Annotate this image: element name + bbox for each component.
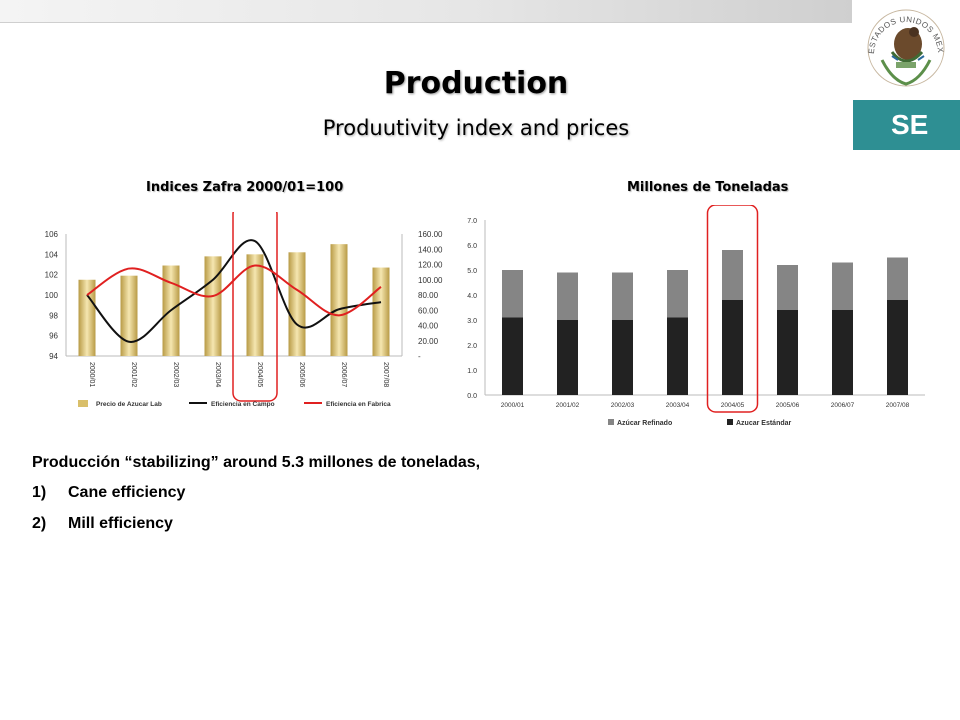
chart1-left-tick-label: 98 [49, 311, 58, 320]
chart2-bar-refinado [502, 270, 523, 318]
mexican-seal-logo: ESTADOS UNIDOS MEXICANOS [849, 0, 960, 100]
chart1-bar [120, 275, 138, 356]
chart2-bar-estandar [502, 317, 523, 395]
chart1-bar [204, 256, 222, 356]
chart1-line-fabrica [86, 264, 382, 317]
index-chart: 94 96 98 100 102 104 106 - 20.00 40.00 60.00 80.00 1… [45, 212, 443, 408]
chart1-x-tick-label: 2001/02 [130, 362, 137, 387]
chart1-right-tick-label: 40.00 [418, 322, 439, 331]
chart1-right-tick-label: 80.00 [418, 291, 439, 300]
chart1-bar [78, 279, 96, 356]
chart2-legend-label: Azúcar Refinado [617, 420, 672, 427]
chart1-line-campo [86, 239, 382, 343]
chart1-right-tick-label: 60.00 [418, 306, 439, 315]
chart2-x-tick-label: 2002/03 [611, 402, 635, 409]
chart2-y-tick-label: 6.0 [467, 243, 477, 250]
chart1-bar [288, 252, 306, 356]
chart1-legend-label: Precio de Azucar Lab [96, 401, 162, 408]
chart2-title: Millones de Toneladas [627, 180, 789, 195]
chart2-legend-swatch [608, 419, 614, 425]
list-item-text: Mill efficiency [68, 515, 173, 532]
top-banner [0, 0, 852, 22]
chart1-highlight [232, 212, 278, 402]
chart1-left-tick-label: 106 [45, 230, 59, 239]
list-item-2: 2) Mill efficiency [32, 515, 173, 533]
chart2-bar-refinado [777, 265, 798, 310]
chart2-bar-estandar [887, 300, 908, 395]
chart1-x-tick-label: 2000/01 [88, 362, 95, 387]
chart2-bar-estandar [832, 310, 853, 395]
chart1-left-tick-label: 102 [45, 271, 59, 280]
chart1-legend-label: Eficiencia en Fabrica [326, 401, 391, 408]
chart1-bar [330, 244, 348, 356]
chart2-legend-swatch [727, 419, 733, 425]
chart1-legend-swatch [78, 400, 88, 407]
chart1-right-tick-label: - [418, 352, 421, 361]
seal-emblem-icon [867, 9, 945, 87]
chart1-x-tick-label: 2004/05 [256, 362, 263, 387]
chart1-right-tick-label: 160.00 [418, 230, 443, 239]
chart1-bar [246, 254, 264, 356]
chart2-bar-estandar [612, 320, 633, 395]
chart1-x-tick-label: 2003/04 [214, 362, 221, 387]
chart1-left-tick-label: 96 [49, 332, 58, 341]
chart2-x-tick-label: 2007/08 [886, 402, 910, 409]
chart2-bar-estandar [557, 320, 578, 395]
production-chart: 0.0 1.0 2.0 3.0 4.0 5.0 6.0 7.0 2000/01 2001/02 20… [467, 205, 925, 427]
top-divider [0, 22, 852, 23]
chart2-bar-refinado [612, 272, 633, 320]
page-title: Production [383, 66, 569, 101]
chart1-bar [372, 267, 390, 356]
chart2-bar-refinado [832, 262, 853, 310]
chart2-x-tick-label: 2005/06 [776, 402, 800, 409]
chart1-x-tick-label: 2002/03 [172, 362, 179, 387]
chart1-left-tick-label: 104 [45, 250, 59, 259]
chart1-right-tick-label: 140.00 [418, 245, 443, 254]
chart2-y-tick-label: 3.0 [467, 318, 477, 325]
chart2-bar-refinado [557, 272, 578, 320]
page-subtitle: Produutivity index and prices [322, 116, 630, 140]
chart2-bar-refinado [667, 270, 688, 318]
chart1-left-tick-label: 94 [49, 352, 58, 361]
list-item-1: 1) Cane efficiency [32, 484, 185, 502]
chart2-y-tick-label: 5.0 [467, 268, 477, 275]
list-item-text: Cane efficiency [68, 484, 186, 501]
chart2-bar-estandar [777, 310, 798, 395]
chart1-legend-label: Eficiencia en Campo [211, 401, 275, 408]
chart2-x-tick-label: 2006/07 [831, 402, 855, 409]
chart2-x-tick-label: 2003/04 [666, 402, 690, 409]
chart2-y-tick-label: 1.0 [467, 368, 477, 375]
list-item-number: 1) [32, 484, 47, 501]
chart1-right-tick-label: 20.00 [418, 337, 439, 346]
chart2-bar-refinado [887, 257, 908, 300]
chart1-title: Indices Zafra 2000/01=100 [146, 180, 344, 195]
chart2-bar-refinado [722, 250, 743, 300]
body-intro: Producción “stabilizing” around 5.3 mill… [32, 454, 481, 471]
chart1-x-tick-label: 2007/08 [382, 362, 389, 387]
chart2-highlight [706, 205, 759, 413]
chart1-x-tick-label: 2006/07 [340, 362, 347, 387]
chart2-y-tick-label: 7.0 [467, 218, 477, 225]
chart1-x-tick-label: 2005/06 [298, 362, 305, 387]
chart2-bar-estandar [667, 317, 688, 395]
list-item-number: 2) [32, 515, 47, 532]
chart2-x-tick-label: 2001/02 [556, 402, 580, 409]
chart2-bar-estandar [722, 300, 743, 395]
chart2-y-tick-label: 4.0 [467, 293, 477, 300]
chart1-right-tick-label: 100.00 [418, 276, 443, 285]
chart2-x-tick-label: 2000/01 [501, 402, 525, 409]
chart2-legend-label: Azucar Estándar [736, 420, 792, 427]
se-logo: SE [853, 100, 960, 150]
chart2-y-tick-label: 0.0 [467, 393, 477, 400]
chart2-x-tick-label: 2004/05 [721, 402, 745, 409]
chart2-y-tick-label: 2.0 [467, 343, 477, 350]
chart1-left-tick-label: 100 [45, 291, 59, 300]
chart1-right-tick-label: 120.00 [418, 261, 443, 270]
